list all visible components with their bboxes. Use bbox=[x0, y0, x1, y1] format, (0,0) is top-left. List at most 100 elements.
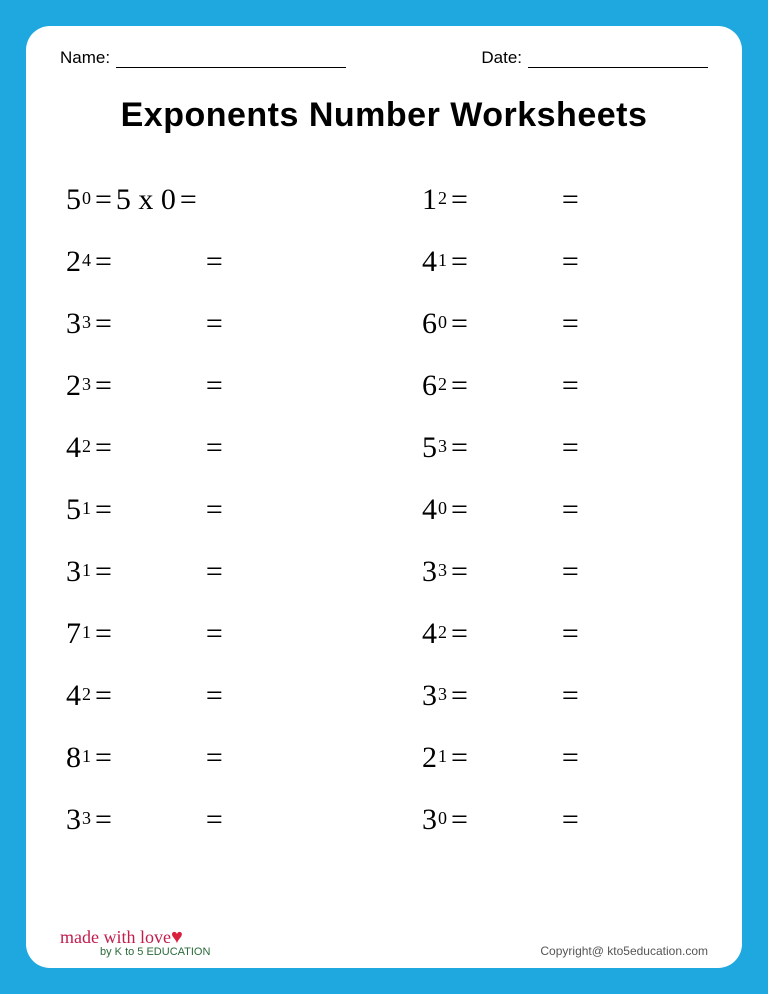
problem-base: 5 bbox=[422, 431, 437, 465]
equals-sign: = bbox=[206, 617, 223, 651]
problem-exponent: 3 bbox=[438, 436, 447, 457]
equals-sign: = bbox=[451, 741, 468, 775]
equals-sign: = bbox=[95, 555, 112, 589]
problem-base: 4 bbox=[422, 617, 437, 651]
problem-exponent: 2 bbox=[82, 684, 91, 705]
problem-exponent: 1 bbox=[438, 250, 447, 271]
equals-sign: = bbox=[95, 307, 112, 341]
equals-sign: = bbox=[95, 803, 112, 837]
problem-exponent: 1 bbox=[82, 498, 91, 519]
problem-base: 4 bbox=[66, 679, 81, 713]
date-blank-line[interactable] bbox=[528, 50, 708, 68]
problem-exponent: 2 bbox=[438, 188, 447, 209]
problem-base: 3 bbox=[66, 555, 81, 589]
equals-sign: = bbox=[562, 803, 579, 837]
problem-base: 3 bbox=[66, 307, 81, 341]
problem-row: 30 = = bbox=[422, 789, 708, 851]
heart-icon: ♥ bbox=[171, 926, 183, 948]
problem-row: 21 == bbox=[422, 727, 708, 789]
problem-base: 2 bbox=[422, 741, 437, 775]
equals-sign: = bbox=[206, 555, 223, 589]
equals-sign: = bbox=[562, 617, 579, 651]
equals-sign: = bbox=[95, 431, 112, 465]
problem-row: 42 = = bbox=[422, 603, 708, 665]
problem-row: 40 = = bbox=[422, 479, 708, 541]
problem-base: 3 bbox=[422, 679, 437, 713]
logo-made-with: made with bbox=[60, 927, 135, 947]
equals-sign: = bbox=[451, 803, 468, 837]
equals-sign: = bbox=[95, 741, 112, 775]
problem-exponent: 2 bbox=[438, 374, 447, 395]
problem-exponent: 2 bbox=[438, 622, 447, 643]
problems-column-left: 50 =5 x 0=24 ==33 ==23 ==42 ==51 ==31 ==… bbox=[66, 169, 382, 906]
problem-base: 1 bbox=[422, 183, 437, 217]
problem-base: 2 bbox=[66, 369, 81, 403]
equals-sign: = bbox=[206, 431, 223, 465]
equals-sign: = bbox=[562, 431, 579, 465]
problem-exponent: 4 bbox=[82, 250, 91, 271]
equals-sign: = bbox=[451, 431, 468, 465]
problem-exponent: 1 bbox=[82, 746, 91, 767]
problem-base: 3 bbox=[422, 803, 437, 837]
worksheet-title: Exponents Number Worksheets bbox=[60, 96, 708, 135]
equals-sign: = bbox=[562, 493, 579, 527]
problem-exponent: 2 bbox=[82, 436, 91, 457]
problem-base: 5 bbox=[66, 493, 81, 527]
equals-sign: = bbox=[206, 803, 223, 837]
name-label: Name: bbox=[60, 48, 110, 68]
problem-row: 41 == bbox=[422, 231, 708, 293]
problem-base: 3 bbox=[422, 555, 437, 589]
worksheet-sheet: Name: Date: Exponents Number Worksheets … bbox=[26, 26, 742, 968]
problem-base: 2 bbox=[66, 245, 81, 279]
equals-sign: = bbox=[451, 555, 468, 589]
equals-sign: = bbox=[206, 741, 223, 775]
equals-sign: = bbox=[95, 369, 112, 403]
problem-exponent: 3 bbox=[438, 684, 447, 705]
problem-row: 81 == bbox=[66, 727, 382, 789]
problem-row: 53 = = bbox=[422, 417, 708, 479]
problem-row: 51 == bbox=[66, 479, 382, 541]
equals-sign: = bbox=[562, 307, 579, 341]
equals-sign: = bbox=[451, 617, 468, 651]
problem-exponent: 0 bbox=[438, 808, 447, 829]
problem-base: 4 bbox=[66, 431, 81, 465]
equals-sign: = bbox=[562, 679, 579, 713]
date-label: Date: bbox=[481, 48, 522, 68]
problem-exponent: 1 bbox=[82, 560, 91, 581]
problem-row: 62 == bbox=[422, 355, 708, 417]
copyright-text: Copyright@ kto5education.com bbox=[540, 944, 708, 958]
problem-exponent: 0 bbox=[438, 312, 447, 333]
equals-sign: = bbox=[95, 617, 112, 651]
problems-column-right: 12 ==41 ==60 ==62 ==53 ==40 ==33 ==42 ==… bbox=[392, 169, 708, 906]
equals-sign: = bbox=[451, 493, 468, 527]
problem-exponent: 3 bbox=[82, 374, 91, 395]
problem-exponent: 0 bbox=[438, 498, 447, 519]
equals-sign: = bbox=[95, 245, 112, 279]
equals-sign: = bbox=[562, 555, 579, 589]
name-field: Name: bbox=[60, 48, 346, 68]
date-field: Date: bbox=[481, 48, 708, 68]
problem-row: 33 = = bbox=[66, 293, 382, 355]
problem-exponent: 3 bbox=[82, 312, 91, 333]
equals-sign: = bbox=[206, 307, 223, 341]
logo-byline: by K to 5 EDUCATION bbox=[100, 947, 210, 958]
equals-sign: = bbox=[451, 369, 468, 403]
equals-sign: = bbox=[95, 679, 112, 713]
equals-sign: = bbox=[451, 183, 468, 217]
problem-base: 4 bbox=[422, 245, 437, 279]
equals-sign: = bbox=[180, 183, 197, 217]
problem-row: 42 == bbox=[66, 665, 382, 727]
problem-exponent: 3 bbox=[438, 560, 447, 581]
problem-row: 24 == bbox=[66, 231, 382, 293]
problem-base: 4 bbox=[422, 493, 437, 527]
problem-row: 50 =5 x 0= bbox=[66, 169, 382, 231]
equals-sign: = bbox=[562, 741, 579, 775]
problem-exponent: 1 bbox=[82, 622, 91, 643]
footer: made with love♥ by K to 5 EDUCATION Copy… bbox=[60, 910, 708, 958]
problem-row: 33 == bbox=[422, 665, 708, 727]
equals-sign: = bbox=[562, 183, 579, 217]
problem-base: 7 bbox=[66, 617, 81, 651]
problem-expansion: 5 x 0 bbox=[116, 183, 176, 217]
name-blank-line[interactable] bbox=[116, 50, 346, 68]
problem-row: 33 = = bbox=[422, 541, 708, 603]
